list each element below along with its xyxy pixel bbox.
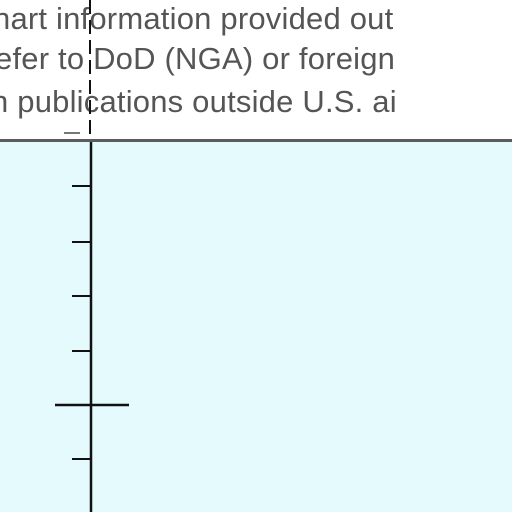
chart-notice-panel: hart information provided out efer to Do… — [0, 0, 512, 140]
water-area — [0, 142, 512, 512]
notice-line-1: hart information provided out — [0, 1, 394, 36]
notice-line-3: n publications outside U.S. ai — [0, 84, 397, 119]
notice-line-2: efer to DoD (NGA) or foreign — [0, 41, 396, 76]
notice-panel-border — [0, 139, 512, 142]
